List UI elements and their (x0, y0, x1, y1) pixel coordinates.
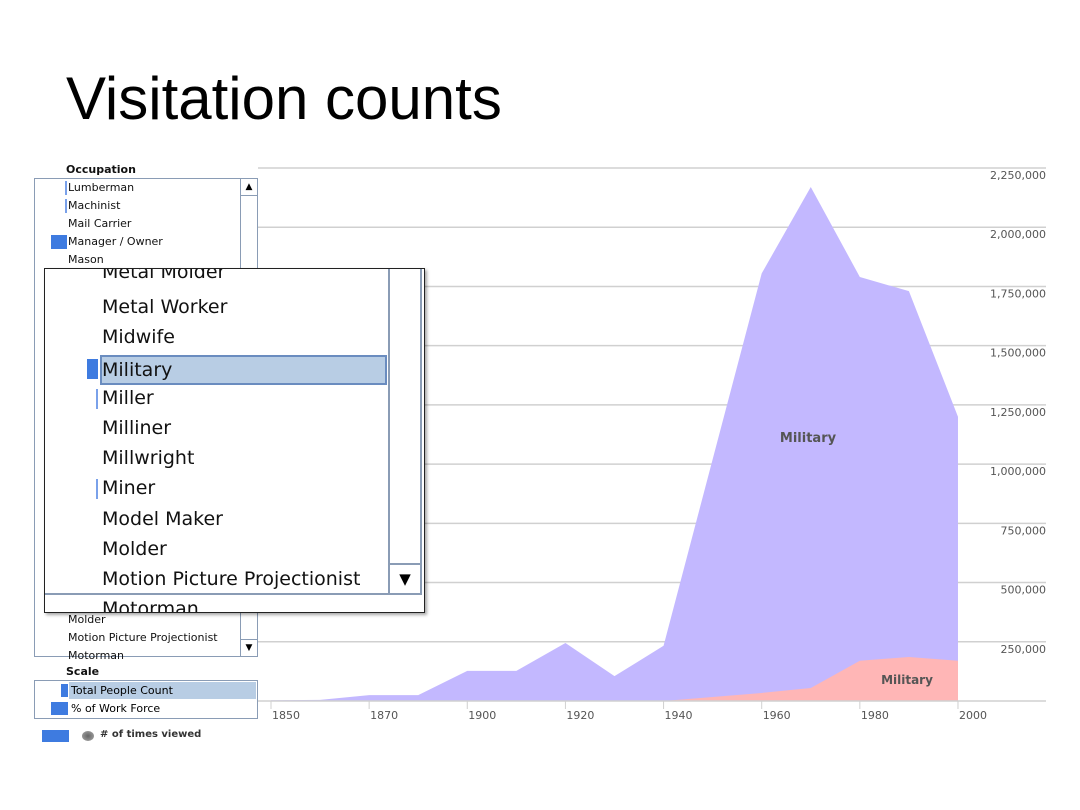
magnified-occupation-item[interactable]: Metal Molder (102, 268, 226, 283)
x-tick-label: 1920 (566, 709, 594, 722)
magnified-occupation-item[interactable]: Molder (102, 537, 167, 560)
y-tick-label: 250,000 (1001, 643, 1047, 656)
scroll-up-arrow-icon[interactable]: ▲ (241, 179, 257, 196)
scroll-down-arrow-icon[interactable]: ▼ (241, 639, 257, 656)
occupation-item[interactable]: Lumberman (68, 181, 135, 194)
y-tick-label: 2,000,000 (990, 228, 1046, 241)
scale-option-percent[interactable]: % of Work Force (71, 702, 161, 715)
magnifier-popup: Metal Molder Metal Worker Midwife Military M… (44, 268, 425, 613)
x-tick-label: 2000 (959, 709, 987, 722)
eye-icon (82, 731, 94, 741)
scale-label: Scale (66, 665, 100, 678)
magnified-occupation-item[interactable]: Millwright (102, 447, 195, 470)
occupation-item[interactable]: Mail Carrier (68, 217, 132, 230)
x-tick-label: 1940 (665, 709, 693, 722)
view-count-tick (96, 388, 98, 409)
area-series-total (271, 186, 958, 701)
scale-option-total[interactable]: Total People Count (71, 684, 173, 697)
occupation-item[interactable]: Mason (68, 253, 104, 266)
magnified-occupation-item[interactable]: Military (100, 354, 387, 385)
occupation-item[interactable]: Motorman (68, 649, 125, 661)
area-series-percent (271, 656, 958, 701)
magnified-occupation-item[interactable]: Midwife (102, 326, 175, 349)
x-tick-label: 1900 (468, 709, 496, 722)
x-tick-label: 1870 (370, 709, 398, 722)
scroll-down-arrow-icon[interactable]: ▼ (390, 563, 420, 593)
x-tick-label: 1980 (861, 709, 889, 722)
magnified-occupation-item[interactable]: Miner (102, 477, 156, 500)
view-count-tick (65, 199, 67, 213)
slide-title: Visitation counts (66, 65, 502, 132)
occupation-item[interactable]: Machinist (68, 199, 121, 212)
view-count-tick (96, 479, 98, 500)
occupation-label: Occupation (66, 163, 136, 176)
magnified-occupation-item[interactable]: Motorman (102, 598, 199, 613)
series-label: Military (780, 431, 837, 446)
y-tick-label: 1,250,000 (990, 406, 1046, 419)
y-tick-label: 1,750,000 (990, 287, 1046, 300)
magnified-occupation-item[interactable]: Motion Picture Projectionist (102, 568, 361, 590)
view-count-bar (51, 235, 67, 249)
y-tick-label: 500,000 (1001, 584, 1047, 597)
scale-list[interactable]: Total People Count % of Work Force (34, 680, 258, 719)
magnified-occupation-item[interactable]: Miller (102, 386, 154, 409)
magnifier-scrollbar[interactable]: ▼ (388, 269, 422, 595)
legend-swatch (42, 730, 69, 742)
series-label: Military (881, 673, 933, 687)
y-tick-label: 1,500,000 (990, 347, 1046, 360)
y-tick-label: 2,250,000 (990, 169, 1046, 182)
x-tick-label: 1960 (763, 709, 791, 722)
y-tick-label: 750,000 (1001, 524, 1047, 537)
y-tick-label: 1,000,000 (990, 465, 1046, 478)
magnified-occupation-item[interactable]: Milliner (102, 417, 172, 439)
view-count-tick (65, 181, 67, 195)
magnified-occupation-item[interactable]: Model Maker (102, 507, 223, 530)
occupation-item[interactable]: Manager / Owner (68, 235, 163, 248)
occupation-item[interactable]: Molder (68, 613, 106, 626)
legend-label: # of times viewed (100, 729, 202, 740)
view-count-bar (87, 358, 98, 379)
magnified-occupation-item[interactable]: Metal Worker (102, 296, 228, 319)
occupation-item[interactable]: Motion Picture Projectionist (68, 631, 218, 644)
x-tick-label: 1850 (272, 709, 300, 722)
